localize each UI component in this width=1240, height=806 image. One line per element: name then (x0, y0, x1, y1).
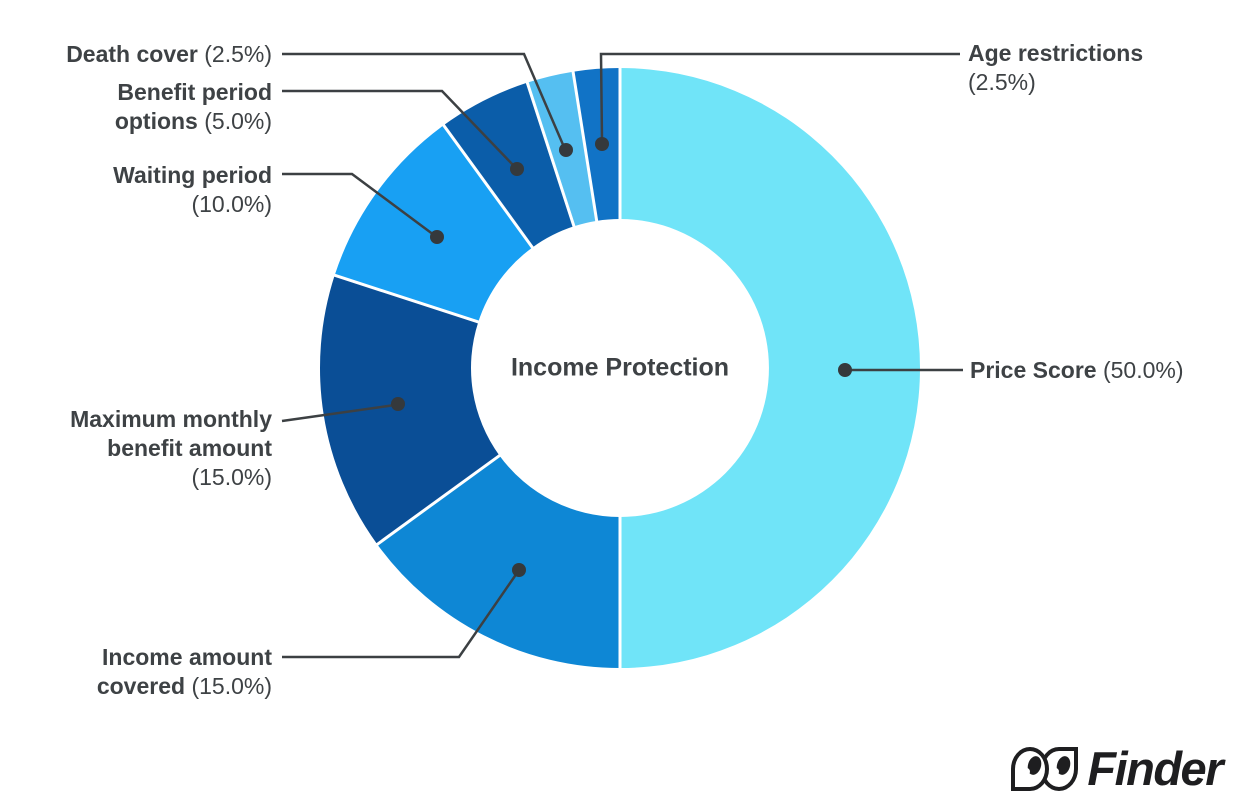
donut-slice-maximum-monthly-benefit-amount (320, 275, 500, 545)
slice-label-line: (2.5%) (968, 69, 1036, 95)
left-pupil-icon (1026, 754, 1044, 777)
slice-separator (525, 81, 577, 229)
slice-label-line: Price Score (50.0%) (970, 357, 1184, 383)
leader-dot (430, 230, 444, 244)
slice-label-line: covered (15.0%) (96, 673, 272, 699)
leader-dot (559, 143, 573, 157)
leader-line (282, 52, 566, 148)
slice-label-benefit-period-options: Benefit period options (5.0%) (115, 78, 272, 136)
donut-slice-income-amount-covered (377, 455, 620, 668)
finder-eyes-icon (1011, 746, 1079, 792)
slice-label-line: Death cover (2.5%) (66, 41, 272, 67)
slice-label-line: Maximum monthly (70, 406, 272, 432)
slice-label-income-amount-covered: Income amount covered (15.0%) (97, 643, 272, 701)
slice-label-line: Income amount (102, 644, 272, 670)
slice-label-line: options (5.0%) (114, 108, 272, 134)
leader-dot (391, 397, 405, 411)
slice-separator (333, 273, 481, 325)
donut-slice-waiting-period (334, 125, 533, 322)
slice-separator (441, 123, 535, 250)
left-eye-icon (1011, 747, 1050, 791)
right-pupil-icon (1055, 754, 1073, 777)
leader-dot (595, 137, 609, 151)
slice-label-line: Age restrictions (968, 40, 1144, 66)
leader-line (281, 403, 396, 423)
slice-label-line: (10.0%) (191, 191, 272, 217)
slice-separator (375, 453, 502, 547)
leader-line (282, 172, 435, 237)
leader-line (599, 52, 960, 142)
slice-label-age-restrictions: Age restrictions (2.5%) (968, 39, 1143, 97)
chart-center-label: Income Protection (510, 353, 730, 382)
leader-dot (838, 363, 852, 377)
leader-line (282, 572, 519, 659)
slice-label-waiting-period: Waiting period (10.0%) (113, 161, 272, 219)
donut-slice-price-score (620, 68, 920, 668)
leader-dot (510, 162, 524, 176)
finder-wordmark: Finder (1087, 742, 1223, 795)
slice-label-maximum-monthly-benefit-amount: Maximum monthly benefit amount (15.0%) (70, 405, 272, 492)
slice-label-price-score: Price Score (50.0%) (970, 356, 1184, 385)
slice-label-death-cover: Death cover (2.5%) (66, 40, 272, 69)
finder-logo: Finder (1011, 742, 1223, 795)
donut-slice-benefit-period-options (443, 82, 574, 248)
slice-separator (571, 70, 599, 224)
slice-label-line: Benefit period (117, 79, 272, 105)
slice-label-line: (15.0%) (191, 464, 272, 490)
slice-label-line: benefit amount (107, 435, 272, 461)
leader-dot (512, 563, 526, 577)
slice-label-line: Waiting period (113, 162, 272, 188)
leader-line (282, 89, 515, 167)
